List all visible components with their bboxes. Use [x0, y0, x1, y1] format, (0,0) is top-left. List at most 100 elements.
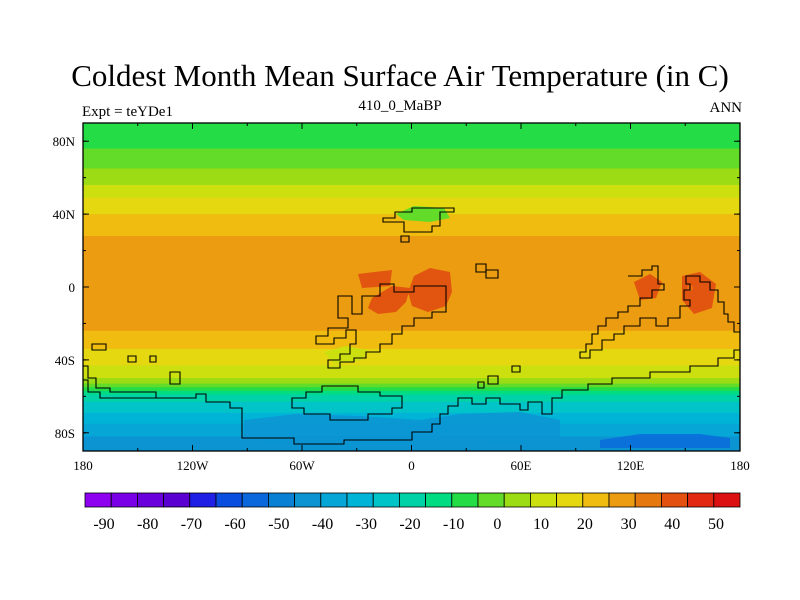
colorbar-label: 30	[621, 516, 637, 533]
colorbar-swatch	[661, 492, 689, 508]
temperature-band	[83, 352, 740, 356]
temperature-band	[83, 223, 740, 226]
colorbar-swatch	[451, 492, 479, 508]
coast-small-island-7	[149, 355, 157, 363]
colorbar-swatch	[189, 492, 217, 508]
colorbar-swatch	[84, 492, 112, 508]
temperature-band	[83, 347, 740, 350]
temperature-band	[83, 276, 740, 279]
temperature-band	[83, 410, 740, 414]
colorbar-swatch	[503, 492, 531, 508]
colorbar-swatch	[215, 492, 243, 508]
colorbar-label: -70	[181, 516, 202, 533]
temperature-band	[83, 257, 740, 261]
temperature-band	[83, 323, 740, 326]
lat-tick-label: 0	[69, 280, 76, 295]
experiment-label: Expt = teYDe1	[82, 104, 173, 120]
temperature-band	[83, 172, 740, 175]
temperature-band	[83, 396, 740, 399]
temperature-band	[83, 412, 740, 416]
temperature-band	[83, 195, 740, 199]
temperature-band	[83, 358, 740, 361]
temperature-band	[83, 133, 740, 137]
lon-tick-label: 180	[73, 458, 93, 473]
temperature-band	[83, 254, 740, 257]
colorbar-label: -90	[93, 516, 114, 533]
lon-tick-label: 120W	[177, 458, 210, 473]
colorbar-label: 20	[577, 516, 593, 533]
warm-patch-asia-small	[634, 274, 662, 300]
temperature-band	[83, 376, 740, 379]
colorbar-swatch	[346, 492, 374, 508]
colorbar-label: 10	[533, 516, 549, 533]
temperature-band	[83, 186, 740, 190]
coast-small-island-9	[91, 343, 107, 351]
temperature-band	[83, 389, 740, 392]
temperature-band	[83, 197, 740, 201]
temperature-band	[83, 327, 740, 330]
temperature-band	[83, 266, 740, 270]
temperature-band	[83, 192, 740, 195]
temperature-band	[83, 414, 740, 417]
temperature-band	[83, 356, 740, 359]
temperature-band	[83, 175, 740, 179]
season-label: ANN	[709, 100, 743, 116]
temperature-band	[83, 190, 740, 193]
temperature-band	[83, 143, 740, 146]
temperature-band	[83, 183, 740, 186]
temperature-band	[83, 168, 740, 171]
lat-tick-label: 40N	[53, 207, 76, 222]
temperature-band	[83, 332, 740, 335]
colorbar-label: 40	[664, 516, 680, 533]
lat-tick-label: 80N	[53, 134, 76, 149]
lon-tick-label: 60W	[289, 458, 315, 473]
temperature-band	[83, 381, 740, 385]
colorbar-label: -20	[399, 516, 420, 533]
colorbar-swatch	[425, 492, 453, 508]
temperature-band	[83, 226, 740, 230]
temperature-band	[83, 405, 740, 408]
temperature-band	[83, 232, 740, 235]
cool-patch-north	[396, 206, 450, 222]
temperature-band	[83, 245, 740, 248]
temperature-band	[83, 330, 740, 334]
colorbar-label: 0	[493, 516, 501, 533]
temperature-band	[83, 235, 740, 239]
temperature-band	[83, 279, 740, 283]
temperature-band	[83, 403, 740, 407]
temperature-band	[83, 152, 740, 155]
temperature-band	[83, 177, 740, 181]
temperature-band	[83, 221, 740, 224]
temperature-band	[83, 234, 740, 237]
polar-land-block	[244, 412, 560, 446]
temperature-band	[83, 359, 740, 363]
colorbar-swatch	[398, 492, 426, 508]
temperature-band	[83, 135, 740, 139]
lon-tick-label: 180	[730, 458, 750, 473]
temperature-band	[83, 139, 740, 142]
coast-antarctic-left	[83, 379, 160, 399]
temperature-band	[83, 146, 740, 150]
temperature-band	[83, 317, 740, 321]
temperature-band	[83, 161, 740, 164]
temperature-band	[83, 361, 740, 365]
temperature-band	[83, 243, 740, 246]
temperature-band	[83, 166, 740, 170]
temperature-band	[83, 248, 740, 252]
temperature-band	[83, 199, 740, 202]
colorbar-swatch	[530, 492, 558, 508]
coast-small-island-2	[485, 269, 499, 279]
lon-tick-label: 0	[408, 458, 415, 473]
temperature-band	[83, 338, 740, 341]
temperature-band	[83, 314, 740, 317]
coast-gondwana-west	[315, 283, 447, 369]
polar-land-deep	[600, 434, 730, 448]
temperature-band	[83, 250, 740, 253]
temperature-band	[83, 367, 740, 370]
temperature-band	[83, 265, 740, 268]
temperature-band	[83, 369, 740, 372]
colorbar-swatch	[608, 492, 636, 508]
temperature-band	[83, 184, 740, 188]
temperature-band	[83, 372, 740, 376]
